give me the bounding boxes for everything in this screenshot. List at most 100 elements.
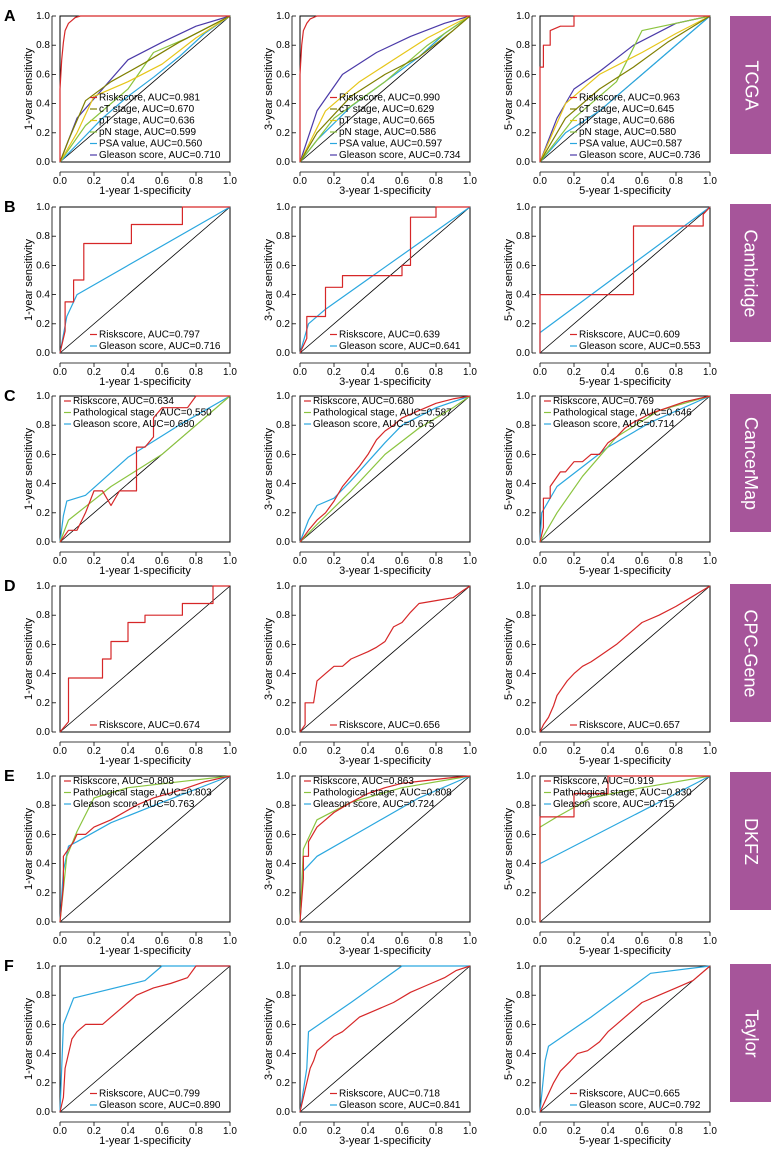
x-tick-label: 0.8 — [189, 936, 203, 947]
legend-entry-gleason-score: Gleason score, AUC=0.736 — [579, 150, 701, 161]
cohort-label-text: Cambridge — [741, 228, 762, 318]
legend-entry-gleason-score: Gleason score, AUC=0.714 — [553, 419, 675, 430]
y-tick-label: 1.0 — [276, 961, 290, 972]
legend-entry-gleason-score: Gleason score, AUC=0.553 — [579, 341, 701, 352]
x-tick-label: 1.0 — [703, 176, 717, 187]
x-tick-label: 0.2 — [87, 936, 101, 947]
y-axis-label: 5-year sensitivity — [503, 618, 515, 700]
y-tick-label: 0.8 — [516, 610, 530, 621]
y-tick-label: 1.0 — [36, 202, 50, 213]
roc-svg: 0.00.0 0.2 0.2 0.4 0.4 0.6 0.6 0.8 0.8 1.0 1.0 3-ye… — [263, 771, 477, 957]
x-tick-label: 0.6 — [395, 1126, 409, 1137]
x-tick-label: 1.0 — [703, 556, 717, 567]
roc-curve-pt-stage — [539, 15, 711, 163]
panel-letter-c: C — [4, 388, 16, 405]
y-tick-label: 1.0 — [36, 961, 50, 972]
legend-entry-pn-stage: pN stage, AUC=0.586 — [339, 127, 436, 138]
legend-entry-riskscore: Riskscore, AUC=0.639 — [339, 330, 440, 341]
x-tick-label: 1.0 — [223, 367, 237, 378]
x-tick-label: 0.8 — [189, 556, 203, 567]
x-tick-label: 0.0 — [53, 746, 67, 757]
roc-svg: 0.00.0 0.2 0.2 0.4 0.4 0.6 0.6 0.8 0.8 1.0 1.0 5-ye… — [503, 961, 717, 1147]
x-tick-label: 0.0 — [53, 176, 67, 187]
legend-entry-ct-stage: cT stage, AUC=0.645 — [579, 104, 675, 115]
roc-curve-ct-stage — [539, 15, 711, 163]
x-tick-label: 1.0 — [463, 936, 477, 947]
x-tick-label: 0.8 — [189, 1126, 203, 1137]
y-tick-label: 0.2 — [276, 508, 290, 519]
x-tick-label: 0.6 — [395, 936, 409, 947]
cohort-label-cancermap: CancerMap — [730, 394, 771, 532]
y-tick-label: 1.0 — [276, 771, 290, 782]
legend-entry-pt-stage: pT stage, AUC=0.665 — [339, 116, 435, 127]
x-tick-label: 0.0 — [53, 936, 67, 947]
roc-plot-a-2: 0.0 0.0 0.2 0.2 0.4 0.4 0.6 0.6 0.8 0.8 1.0 1.0 3-ye… — [240, 2, 477, 197]
legend-entry-riskscore: Riskscore, AUC=0.674 — [99, 720, 200, 731]
y-tick-label: 0.0 — [516, 157, 530, 168]
y-tick-label: 0.4 — [276, 99, 290, 110]
y-tick-label: 0.4 — [276, 479, 290, 490]
y-tick-label: 0.4 — [276, 669, 290, 680]
x-tick-label: 0.4 — [361, 176, 375, 187]
x-tick-label: 0.6 — [635, 1126, 649, 1137]
cohort-label-text: CancerMap — [741, 416, 762, 510]
y-axis-label: 1-year sensitivity — [23, 239, 35, 321]
y-tick-label: 0.0 — [36, 917, 50, 928]
cohort-label-cpc-gene: CPC-Gene — [730, 584, 771, 722]
y-tick-label: 0.6 — [276, 69, 290, 80]
roc-curve-pt-stage — [299, 15, 471, 163]
y-tick-label: 0.2 — [276, 1078, 290, 1089]
reference-diagonal — [539, 585, 711, 733]
x-tick-label: 0.4 — [121, 1126, 135, 1137]
roc-svg: 0.00.0 0.2 0.2 0.4 0.4 0.6 0.6 0.8 0.8 1.0 1.0 5-ye… — [503, 11, 717, 197]
y-tick-label: 0.4 — [516, 479, 530, 490]
roc-svg: 0.00.0 0.2 0.2 0.4 0.4 0.6 0.6 0.8 0.8 1.0 1.0 3-ye… — [263, 961, 477, 1147]
x-tick-label: 1.0 — [223, 556, 237, 567]
y-tick-label: 0.6 — [36, 829, 50, 840]
roc-curve-riskscore — [59, 775, 231, 923]
x-tick-label: 0.6 — [155, 556, 169, 567]
x-tick-label: 0.8 — [669, 746, 683, 757]
y-tick-label: 0.6 — [516, 829, 530, 840]
plot-frame — [299, 585, 471, 733]
y-tick-label: 0.2 — [276, 698, 290, 709]
x-tick-label: 0.0 — [293, 936, 307, 947]
x-tick-label: 0.6 — [635, 367, 649, 378]
y-tick-label: 0.2 — [276, 128, 290, 139]
roc-curve-riskscore — [299, 395, 471, 543]
x-tick-label: 0.2 — [327, 746, 341, 757]
roc-curve-riskscore — [59, 206, 230, 354]
y-axis-label: 1-year sensitivity — [23, 618, 35, 700]
reference-diagonal — [539, 965, 711, 1113]
x-tick-label: 0.8 — [429, 1126, 443, 1137]
legend-entry-gleason-score: Gleason score, AUC=0.841 — [339, 1100, 461, 1111]
y-tick-label: 0.2 — [516, 888, 530, 899]
legend-entry-riskscore: Riskscore, AUC=0.799 — [99, 1089, 200, 1100]
roc-curve-pt-stage — [59, 15, 231, 163]
y-tick-label: 0.0 — [516, 1107, 530, 1118]
x-tick-label: 0.4 — [121, 746, 135, 757]
roc-svg: 0.00.0 0.2 0.2 0.4 0.4 0.6 0.6 0.8 0.8 1.0 1.0 3-ye… — [263, 202, 477, 388]
legend-entry-pt-stage: pT stage, AUC=0.686 — [579, 116, 675, 127]
y-tick-label: 0.8 — [36, 990, 50, 1001]
roc-plot-a-1: 0.0 0.0 0.2 0.2 0.4 0.4 0.6 0.6 0.8 0.8 1.0 1.0 1-ye… — [0, 2, 237, 197]
reference-diagonal — [299, 585, 471, 733]
y-axis-label: 3-year sensitivity — [263, 618, 275, 700]
plot-frame — [59, 206, 231, 354]
legend-entry-riskscore: Riskscore, AUC=0.863 — [313, 776, 414, 787]
x-tick-label: 0.4 — [361, 367, 375, 378]
y-tick-label: 0.4 — [36, 859, 50, 870]
y-tick-label: 1.0 — [36, 391, 50, 402]
x-axis-label: 1-year 1-specificity — [99, 376, 191, 388]
x-axis-label: 3-year 1-specificity — [339, 185, 431, 197]
x-axis-label: 3-year 1-specificity — [339, 945, 431, 957]
roc-svg: 0.00.0 0.2 0.2 0.4 0.4 0.6 0.6 0.8 0.8 1.0 1.0 3-ye… — [263, 581, 477, 767]
x-tick-label: 0.6 — [155, 936, 169, 947]
x-tick-label: 0.0 — [533, 176, 547, 187]
roc-plot-b-2: 0.0 0.0 0.2 0.2 0.4 0.4 0.6 0.6 0.8 0.8 1.0 1.0 3-ye… — [240, 193, 477, 388]
x-tick-label: 1.0 — [463, 746, 477, 757]
y-tick-label: 1.0 — [276, 391, 290, 402]
y-axis-label: 1-year sensitivity — [23, 48, 35, 130]
roc-svg: 0.00.0 0.2 0.2 0.4 0.4 0.6 0.6 0.8 0.8 1.0 1.0 5-ye… — [503, 771, 717, 957]
roc-curve-riskscore — [299, 15, 470, 162]
